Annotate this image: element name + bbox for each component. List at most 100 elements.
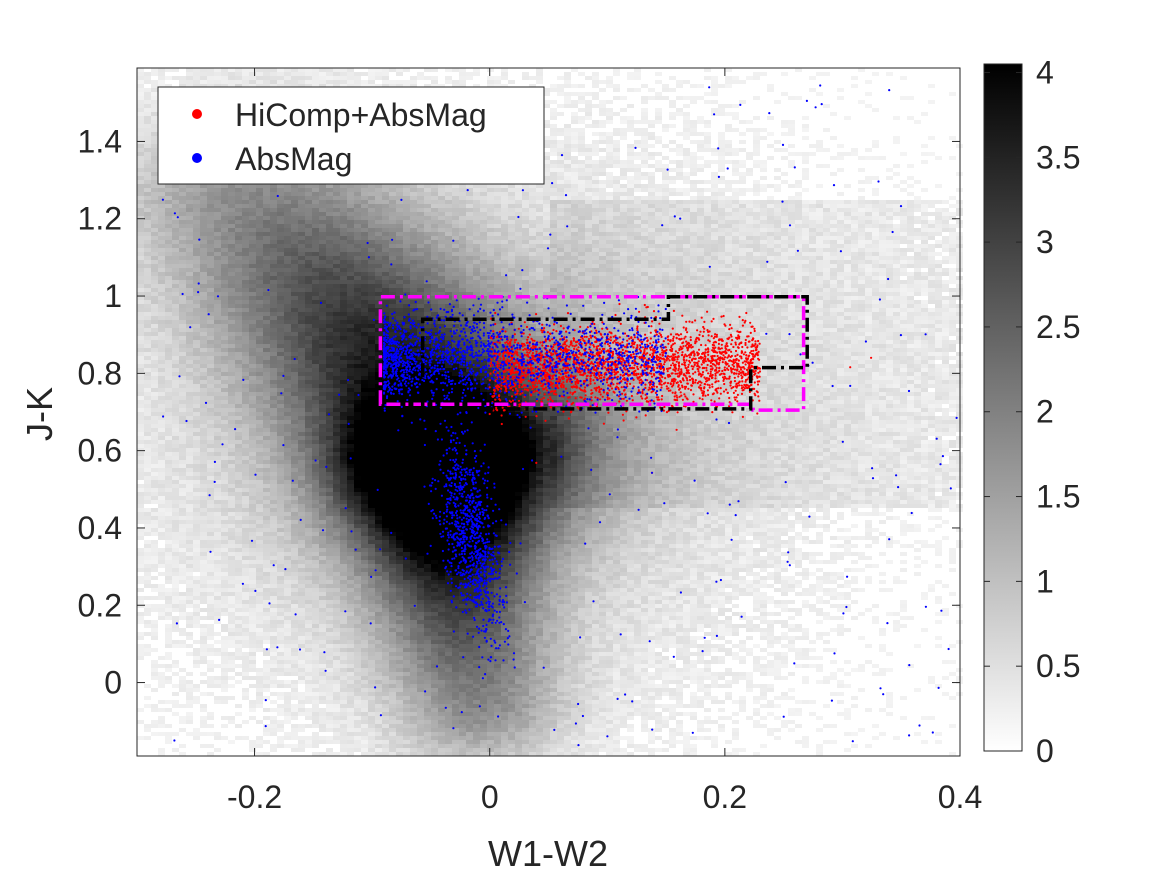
point — [442, 471, 445, 475]
point — [637, 372, 640, 376]
point — [405, 368, 408, 371]
point — [483, 350, 486, 353]
point — [660, 380, 663, 383]
point — [501, 338, 504, 341]
point — [607, 370, 610, 373]
point — [433, 367, 436, 370]
point — [566, 327, 570, 330]
point — [593, 326, 597, 329]
point — [631, 342, 634, 345]
point — [482, 607, 485, 610]
point — [482, 398, 485, 401]
point — [503, 606, 506, 609]
point — [634, 362, 637, 365]
point — [471, 582, 474, 586]
point — [749, 359, 752, 362]
point — [504, 354, 507, 357]
point — [406, 398, 409, 402]
point — [660, 386, 663, 389]
point — [441, 350, 444, 353]
point — [401, 338, 404, 341]
point — [540, 329, 543, 332]
point — [704, 344, 707, 347]
point — [732, 359, 735, 362]
point — [390, 376, 393, 379]
point — [552, 350, 555, 353]
point — [452, 546, 455, 549]
point — [704, 351, 707, 354]
point — [431, 348, 434, 351]
point — [652, 388, 656, 391]
point — [621, 392, 624, 395]
point — [437, 368, 440, 371]
point — [676, 375, 679, 378]
point — [498, 621, 501, 624]
point — [601, 365, 604, 368]
point — [452, 368, 455, 371]
point — [440, 365, 444, 368]
point — [755, 352, 758, 355]
point — [535, 399, 539, 402]
point — [745, 354, 748, 357]
point — [621, 371, 625, 374]
point — [606, 396, 609, 399]
point — [686, 331, 689, 334]
point — [589, 375, 592, 378]
point — [505, 351, 509, 354]
point — [671, 385, 674, 388]
point — [656, 359, 660, 362]
point — [501, 343, 504, 347]
point — [518, 386, 521, 389]
point — [479, 532, 482, 535]
point — [688, 375, 692, 378]
point — [392, 392, 395, 395]
point — [518, 373, 521, 376]
point — [560, 386, 563, 389]
point — [639, 334, 642, 337]
point — [483, 509, 486, 512]
point — [560, 335, 563, 338]
point — [601, 395, 604, 398]
point — [517, 376, 520, 379]
point — [482, 334, 485, 337]
point — [744, 363, 747, 366]
point — [489, 324, 492, 327]
point — [744, 341, 747, 345]
point — [716, 351, 719, 354]
point — [613, 327, 616, 330]
point — [494, 641, 497, 644]
point — [500, 560, 503, 563]
point — [506, 376, 509, 379]
point — [584, 344, 587, 347]
point — [575, 358, 579, 361]
point — [616, 382, 619, 385]
point — [747, 355, 750, 358]
point — [506, 384, 509, 387]
point — [631, 367, 634, 370]
point — [474, 354, 477, 357]
point — [465, 363, 469, 367]
point — [580, 346, 583, 349]
point — [707, 339, 710, 342]
point — [562, 327, 565, 330]
point — [502, 326, 505, 329]
point — [488, 359, 491, 362]
point — [526, 344, 529, 347]
point — [456, 489, 459, 492]
point — [529, 349, 532, 352]
point — [735, 383, 738, 386]
point — [472, 536, 476, 539]
point — [664, 352, 668, 355]
point — [486, 479, 489, 483]
point — [396, 340, 399, 343]
point — [628, 342, 631, 345]
point — [619, 373, 622, 376]
point — [464, 514, 467, 517]
point — [655, 363, 659, 366]
point — [708, 330, 711, 333]
point — [584, 355, 588, 358]
point — [446, 352, 449, 355]
point — [617, 395, 621, 398]
point — [556, 344, 560, 347]
point — [712, 350, 715, 353]
